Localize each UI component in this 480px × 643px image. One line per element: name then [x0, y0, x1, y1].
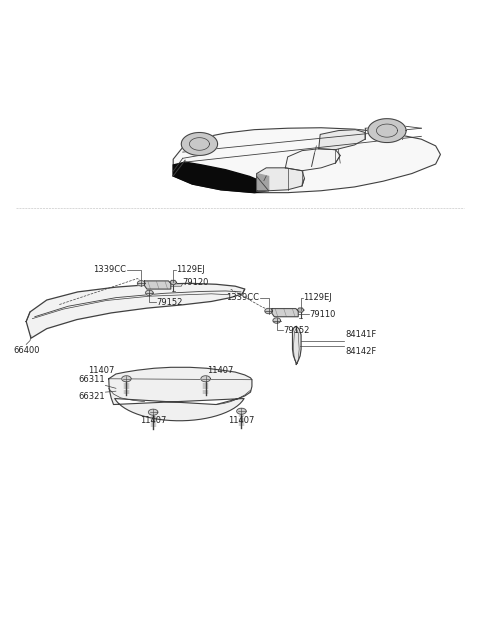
Text: 1129EJ: 1129EJ: [176, 266, 205, 275]
Text: 84142F: 84142F: [345, 347, 376, 356]
Polygon shape: [122, 376, 131, 382]
Text: 66311: 66311: [78, 376, 105, 385]
Polygon shape: [292, 326, 301, 365]
Text: 1339CC: 1339CC: [94, 266, 126, 275]
Polygon shape: [319, 130, 365, 150]
Polygon shape: [109, 367, 252, 421]
Text: 1339CC: 1339CC: [226, 293, 259, 302]
Text: 79120: 79120: [183, 278, 209, 287]
Text: 79152: 79152: [283, 325, 310, 334]
Text: 66321: 66321: [78, 392, 105, 401]
Text: 11407: 11407: [140, 416, 167, 425]
Polygon shape: [148, 409, 158, 415]
Polygon shape: [257, 168, 304, 191]
Polygon shape: [257, 174, 269, 190]
Polygon shape: [26, 284, 245, 338]
Polygon shape: [273, 318, 281, 323]
Polygon shape: [265, 309, 273, 314]
Text: 79152: 79152: [156, 298, 182, 307]
Text: 1129EJ: 1129EJ: [303, 293, 332, 302]
Polygon shape: [285, 149, 340, 170]
Polygon shape: [237, 408, 246, 414]
Polygon shape: [201, 376, 210, 382]
Text: 66400: 66400: [13, 346, 40, 355]
Text: 11407: 11407: [228, 416, 254, 425]
Text: 11407: 11407: [206, 366, 233, 375]
Polygon shape: [173, 128, 441, 193]
Text: 79110: 79110: [309, 311, 336, 320]
Polygon shape: [144, 281, 171, 289]
Polygon shape: [137, 280, 145, 286]
Polygon shape: [272, 309, 298, 317]
Polygon shape: [181, 132, 217, 156]
Polygon shape: [368, 119, 406, 143]
Text: 11407: 11407: [89, 366, 115, 375]
Polygon shape: [145, 290, 153, 296]
Polygon shape: [297, 308, 304, 312]
Text: 84141F: 84141F: [345, 330, 376, 339]
Polygon shape: [173, 162, 269, 193]
Polygon shape: [170, 280, 177, 284]
